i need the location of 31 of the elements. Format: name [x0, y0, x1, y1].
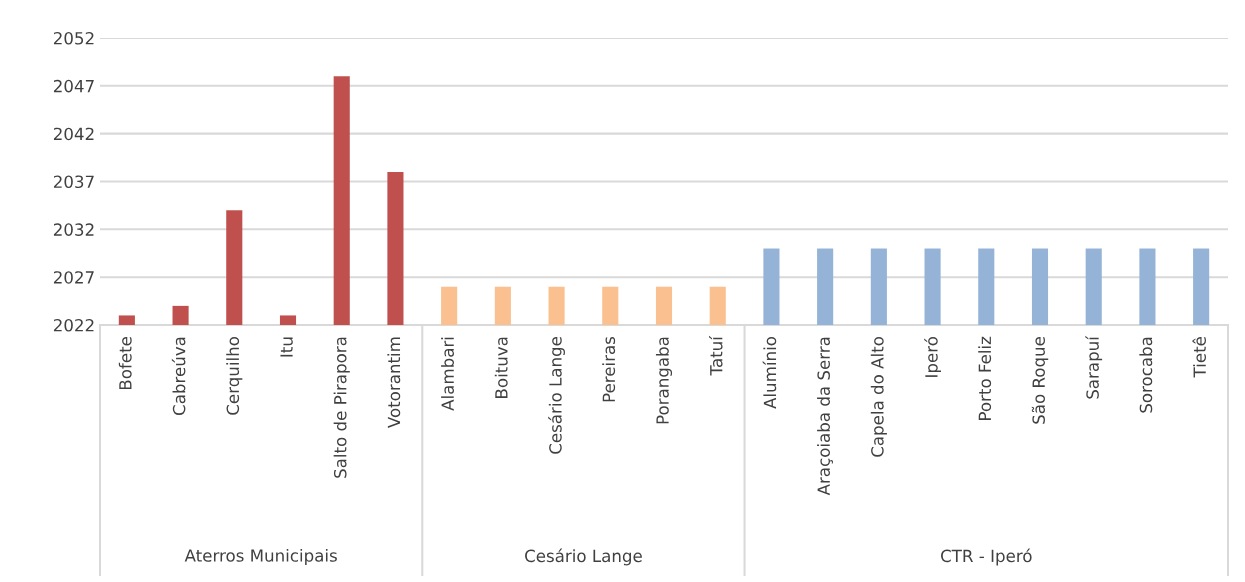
text: CTR - Iperó	[941, 548, 1032, 566]
x-tick-label: Salto de Pirapora	[333, 337, 350, 478]
x-tick-label: Tietê	[1192, 337, 1206, 378]
x-tick-label: Cerquilho	[226, 337, 243, 415]
y-tick-label: 2032	[53, 223, 94, 236]
x-tick-label: Cabreúva	[171, 337, 186, 415]
x-tick-label: Bofete	[118, 337, 132, 390]
x-tick-label: Sarapuí	[1085, 335, 1103, 399]
x-tick-label: Votorantim	[387, 337, 401, 429]
text: Aterros Municipais	[184, 548, 337, 566]
x-tick-label: Cesário Lange	[548, 337, 565, 454]
x-tick-label: Boituva	[494, 337, 508, 398]
x-tick-label: Iperó	[924, 337, 941, 377]
y-tick-label: 2047	[53, 79, 94, 93]
x-tick-label: Tatuí	[708, 335, 723, 376]
x-tick-label: Itu	[280, 337, 293, 357]
y-tick-label: 2022	[53, 318, 94, 332]
x-tick-label: Sorocaba	[1139, 337, 1153, 413]
x-tick-label: Porangaba	[655, 337, 673, 424]
text: Cesário Lange	[525, 548, 642, 566]
x-tick-label: Araçoiaba da Serra	[817, 337, 833, 496]
x-tick-label: Pereiras	[602, 336, 616, 402]
x-tick-label: Alumínio	[762, 337, 777, 409]
y-tick-label: 2027	[53, 271, 94, 284]
x-tick-label: Porto Feliz	[978, 336, 992, 420]
y-tick-label: 2052	[53, 31, 94, 45]
x-tick-label: Alambari	[441, 337, 454, 411]
x-tick-label: São Roque	[1031, 337, 1049, 424]
y-tick-label: 2042	[53, 127, 94, 141]
x-tick-label: Capela do Alto	[870, 337, 887, 457]
y-tick-label: 2037	[53, 175, 94, 189]
